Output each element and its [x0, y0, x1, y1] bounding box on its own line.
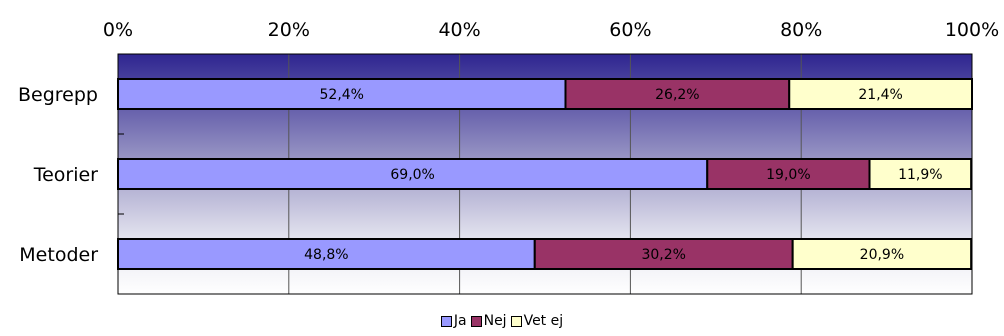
bar-segment — [117, 238, 536, 270]
category-ticks — [118, 133, 124, 215]
bar-segment — [117, 158, 709, 190]
legend-label: Nej — [483, 313, 507, 329]
category-label: Teorier — [33, 164, 98, 186]
x-tick-label: 80% — [780, 19, 822, 41]
x-tick-label: 20% — [268, 19, 310, 41]
category-label: Metoder — [19, 244, 98, 266]
data-label: 20,9% — [860, 247, 904, 263]
legend-item: Vet ej — [510, 313, 564, 329]
bar-segment — [868, 158, 973, 190]
legend-swatch — [470, 315, 482, 327]
data-label: 19,0% — [766, 167, 810, 183]
bar-segment — [706, 158, 871, 190]
legend-swatch — [440, 315, 452, 327]
data-label: 11,9% — [898, 167, 942, 183]
bar-segment — [791, 238, 973, 270]
data-label: 69,0% — [390, 167, 434, 183]
data-label: 52,4% — [320, 87, 364, 103]
category-label: Begrepp — [18, 84, 98, 106]
legend-item: Nej — [470, 313, 507, 329]
legend-label: Ja — [453, 313, 467, 329]
legend-swatch — [510, 315, 522, 327]
x-tick-label: 40% — [438, 19, 480, 41]
legend: Ja Nej Vet ej — [0, 313, 1004, 331]
category-labels: Begrepp Teorier Metoder — [18, 84, 98, 266]
bar-segment — [788, 78, 974, 110]
data-label: 48,8% — [304, 247, 348, 263]
bars: 52,4% 26,2% 21,4% 69,0% 19,0% 11,9% 48,8% 30,2%… — [117, 78, 974, 270]
legend-item: Ja — [440, 313, 467, 329]
x-tick-label: 60% — [609, 19, 651, 41]
x-axis-tick-labels: 0% 20% 40% 60% 80% 100% — [103, 19, 999, 41]
x-tick-label: 100% — [945, 19, 999, 41]
x-tick-label: 0% — [103, 19, 133, 41]
legend-label: Vet ej — [523, 313, 564, 329]
data-label: 26,2% — [655, 87, 699, 103]
bar-segment — [533, 238, 794, 270]
data-label: 21,4% — [858, 87, 902, 103]
data-label: 30,2% — [641, 247, 685, 263]
